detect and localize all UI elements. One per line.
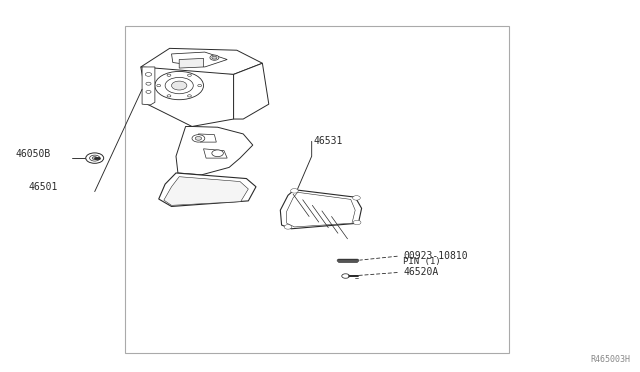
Polygon shape — [204, 149, 227, 158]
Circle shape — [145, 73, 152, 76]
Bar — [125, 26, 509, 353]
Circle shape — [195, 137, 202, 140]
Circle shape — [92, 157, 97, 160]
Text: PIN (1): PIN (1) — [403, 257, 441, 266]
Circle shape — [146, 90, 151, 93]
Text: 46531: 46531 — [314, 136, 343, 145]
Polygon shape — [142, 67, 155, 105]
Circle shape — [284, 225, 292, 229]
Text: 46501: 46501 — [29, 182, 58, 192]
Circle shape — [291, 189, 298, 193]
Polygon shape — [159, 173, 256, 206]
Circle shape — [188, 95, 191, 97]
Polygon shape — [141, 48, 262, 74]
Polygon shape — [287, 192, 355, 227]
Text: R465003H: R465003H — [590, 355, 630, 363]
Circle shape — [146, 82, 151, 85]
Circle shape — [212, 150, 223, 157]
Polygon shape — [234, 63, 269, 119]
Text: 00923-10810: 00923-10810 — [403, 251, 468, 261]
Circle shape — [212, 56, 217, 59]
Circle shape — [157, 84, 161, 87]
Circle shape — [342, 274, 349, 278]
Circle shape — [188, 74, 191, 76]
Circle shape — [172, 81, 187, 90]
Circle shape — [165, 77, 193, 94]
Polygon shape — [172, 52, 227, 67]
Polygon shape — [176, 126, 253, 175]
Polygon shape — [198, 134, 216, 142]
Text: 46520A: 46520A — [403, 267, 438, 277]
Circle shape — [192, 135, 205, 142]
Text: 46050B: 46050B — [16, 150, 51, 159]
Polygon shape — [179, 58, 204, 68]
Circle shape — [167, 95, 171, 97]
Circle shape — [353, 220, 361, 225]
Circle shape — [90, 155, 100, 161]
Circle shape — [353, 196, 360, 200]
Polygon shape — [280, 190, 362, 229]
Circle shape — [198, 84, 202, 87]
Circle shape — [155, 71, 204, 100]
Circle shape — [210, 55, 219, 60]
Circle shape — [167, 74, 171, 76]
Circle shape — [86, 153, 104, 163]
Polygon shape — [141, 67, 234, 126]
Polygon shape — [164, 177, 248, 205]
